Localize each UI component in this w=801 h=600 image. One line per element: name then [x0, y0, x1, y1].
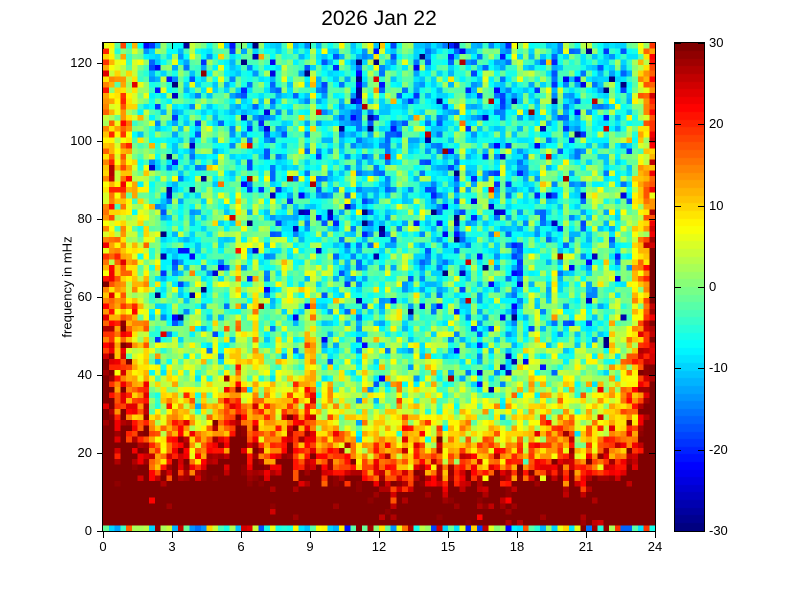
y-tick-label: 120 [70, 55, 92, 70]
x-tick-mark [172, 532, 173, 538]
y-tick-mark [97, 453, 103, 454]
y-tick-mark [97, 219, 103, 220]
x-tick-mark-top [517, 43, 518, 49]
colorbar-border [674, 42, 705, 532]
colorbar-tick-mark-right [698, 531, 704, 532]
x-tick-mark [103, 532, 104, 538]
y-tick-mark [97, 531, 103, 532]
x-tick-mark [655, 532, 656, 538]
x-tick-label: 6 [237, 539, 245, 554]
chart-title: 2026 Jan 22 [321, 7, 437, 30]
y-tick-mark [97, 297, 103, 298]
colorbar-tick-mark-right [698, 368, 704, 369]
x-tick-label: 24 [647, 539, 663, 554]
heatmap-image [103, 43, 655, 531]
colorbar-tick-mark-left [675, 531, 681, 532]
y-tick-mark-right [649, 297, 655, 298]
x-tick-mark-top [241, 43, 242, 49]
colorbar-tick-mark-left [675, 43, 681, 44]
colorbar-tick-mark-right [698, 43, 704, 44]
colorbar-tick-mark-left [675, 206, 681, 207]
x-tick-mark [448, 532, 449, 538]
colorbar-tick-mark-left [675, 124, 681, 125]
colorbar-tick-mark-right [698, 450, 704, 451]
y-tick-mark-right [649, 375, 655, 376]
x-tick-mark-top [103, 43, 104, 49]
y-tick-mark-right [649, 531, 655, 532]
x-tick-label: 9 [306, 539, 314, 554]
colorbar-tick-label: -30 [709, 523, 728, 538]
x-tick-mark-top [448, 43, 449, 49]
x-tick-label: 18 [509, 539, 525, 554]
colorbar-tick-label: 30 [709, 35, 724, 50]
y-tick-label: 80 [77, 211, 92, 226]
y-tick-label: 60 [77, 289, 92, 304]
colorbar-tick-label: 20 [709, 116, 724, 131]
x-tick-mark-top [310, 43, 311, 49]
x-tick-label: 21 [578, 539, 594, 554]
y-tick-mark-right [649, 453, 655, 454]
colorbar-tick-label: -20 [709, 442, 728, 457]
x-tick-mark-top [586, 43, 587, 49]
x-tick-mark [586, 532, 587, 538]
x-tick-mark-top [172, 43, 173, 49]
x-tick-mark [310, 532, 311, 538]
colorbar-tick-mark-left [675, 450, 681, 451]
colorbar-tick-label: 0 [709, 279, 717, 294]
y-tick-mark-right [649, 141, 655, 142]
x-tick-label: 3 [168, 539, 176, 554]
x-tick-label: 15 [440, 539, 456, 554]
colorbar-tick-mark-left [675, 368, 681, 369]
x-tick-mark-top [655, 43, 656, 49]
x-tick-label: 0 [99, 539, 107, 554]
colorbar-tick-label: 10 [709, 198, 724, 213]
x-tick-mark [517, 532, 518, 538]
colorbar-tick-mark-right [698, 287, 704, 288]
x-tick-mark-top [379, 43, 380, 49]
y-tick-label: 20 [77, 445, 92, 460]
y-tick-mark-right [649, 63, 655, 64]
y-tick-mark [97, 141, 103, 142]
colorbar-tick-mark-right [698, 206, 704, 207]
y-axis-label: frequency in mHz [59, 236, 75, 338]
y-tick-label: 0 [84, 523, 92, 538]
colorbar-tick-mark-left [675, 287, 681, 288]
y-tick-mark [97, 375, 103, 376]
x-tick-mark [241, 532, 242, 538]
y-tick-mark [97, 63, 103, 64]
y-tick-mark-right [649, 219, 655, 220]
y-tick-label: 40 [77, 367, 92, 382]
colorbar-tick-label: -10 [709, 360, 728, 375]
x-tick-mark [379, 532, 380, 538]
x-tick-label: 12 [371, 539, 387, 554]
y-tick-label: 100 [70, 133, 92, 148]
plot-border [102, 42, 656, 532]
colorbar-tick-mark-right [698, 124, 704, 125]
